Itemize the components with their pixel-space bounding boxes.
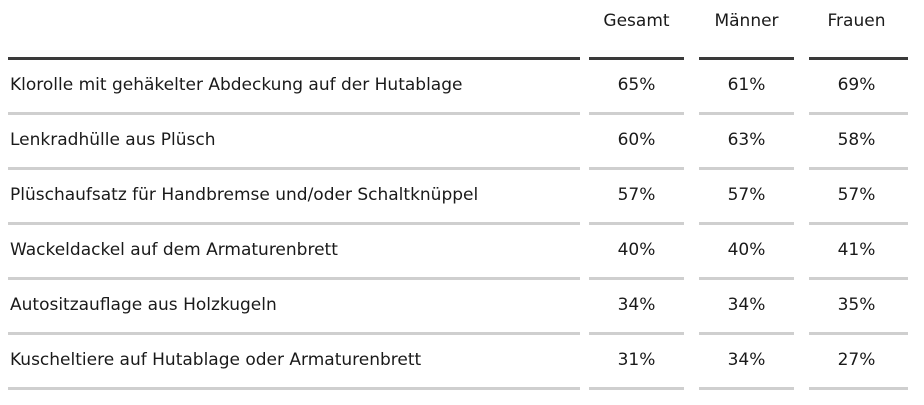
row-label: Lenkradhülle aus Plüsch bbox=[10, 130, 216, 150]
cell-gesamt: 34% bbox=[617, 295, 656, 315]
row-separator bbox=[589, 387, 684, 390]
row-separator bbox=[589, 277, 684, 280]
row-separator bbox=[8, 112, 580, 115]
row-separator bbox=[699, 387, 794, 390]
table-row: Klorolle mit gehäkelter Abdeckung auf de… bbox=[0, 60, 924, 115]
table-row: Plüschaufsatz für Handbremse und/oder Sc… bbox=[0, 170, 924, 225]
row-label: Wackeldackel auf dem Armaturenbrett bbox=[10, 240, 338, 260]
row-separator bbox=[809, 167, 908, 170]
table-row: Lenkradhülle aus Plüsch 60% 63% 58% bbox=[0, 115, 924, 170]
row-separator bbox=[589, 222, 684, 225]
row-separator bbox=[809, 222, 908, 225]
column-header-maenner: Männer bbox=[714, 11, 779, 31]
cell-maenner: 34% bbox=[727, 350, 766, 370]
header-rule-label bbox=[8, 57, 580, 60]
cell-frauen: 58% bbox=[837, 130, 876, 150]
cell-gesamt: 57% bbox=[617, 185, 656, 205]
cell-frauen: 57% bbox=[837, 185, 876, 205]
cell-maenner: 57% bbox=[727, 185, 766, 205]
row-separator bbox=[589, 332, 684, 335]
cell-frauen: 27% bbox=[837, 350, 876, 370]
table-row: Wackeldackel auf dem Armaturenbrett 40% 40… bbox=[0, 225, 924, 280]
row-separator bbox=[589, 167, 684, 170]
row-separator bbox=[8, 387, 580, 390]
row-separator bbox=[699, 332, 794, 335]
cell-frauen: 41% bbox=[837, 240, 876, 260]
row-separator bbox=[589, 112, 684, 115]
cell-gesamt: 60% bbox=[617, 130, 656, 150]
row-separator bbox=[8, 222, 580, 225]
row-label: Autositzauflage aus Holzkugeln bbox=[10, 295, 277, 315]
cell-maenner: 61% bbox=[727, 75, 766, 95]
row-separator bbox=[809, 332, 908, 335]
column-header-gesamt: Gesamt bbox=[603, 11, 670, 31]
cell-gesamt: 40% bbox=[617, 240, 656, 260]
row-separator bbox=[8, 277, 580, 280]
row-separator bbox=[8, 167, 580, 170]
cell-gesamt: 65% bbox=[617, 75, 656, 95]
cell-gesamt: 31% bbox=[617, 350, 656, 370]
row-separator bbox=[809, 277, 908, 280]
table-row: Kuscheltiere auf Hutablage oder Armature… bbox=[0, 335, 924, 390]
row-label: Kuscheltiere auf Hutablage oder Armature… bbox=[10, 350, 422, 370]
header-rule-frauen bbox=[809, 57, 908, 60]
cell-maenner: 63% bbox=[727, 130, 766, 150]
row-separator bbox=[699, 112, 794, 115]
row-separator bbox=[809, 112, 908, 115]
row-separator bbox=[699, 222, 794, 225]
cell-maenner: 34% bbox=[727, 295, 766, 315]
row-separator bbox=[699, 277, 794, 280]
cell-frauen: 69% bbox=[837, 75, 876, 95]
header-rule-maenner bbox=[699, 57, 794, 60]
table-row: Autositzauflage aus Holzkugeln 34% 34% 35% bbox=[0, 280, 924, 335]
row-separator bbox=[699, 167, 794, 170]
cell-maenner: 40% bbox=[727, 240, 766, 260]
cell-frauen: 35% bbox=[837, 295, 876, 315]
row-separator bbox=[8, 332, 580, 335]
table-header: Gesamt Männer Frauen bbox=[0, 0, 924, 58]
column-header-frauen: Frauen bbox=[827, 11, 886, 31]
row-label: Klorolle mit gehäkelter Abdeckung auf de… bbox=[10, 75, 463, 95]
row-separator bbox=[809, 387, 908, 390]
row-label: Plüschaufsatz für Handbremse und/oder Sc… bbox=[10, 185, 479, 205]
header-rule-gesamt bbox=[589, 57, 684, 60]
